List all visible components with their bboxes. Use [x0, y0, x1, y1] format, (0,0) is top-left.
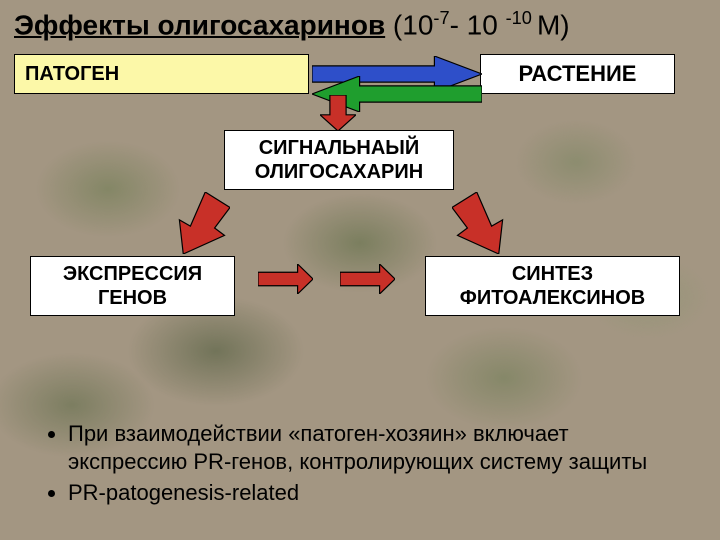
title-mid: - 10	[450, 9, 506, 40]
expr-to-synth-2-icon	[340, 264, 395, 294]
box-expr: ЭКСПРЕССИЯ ГЕНОВ	[30, 256, 235, 316]
signal-to-synth-icon	[452, 192, 507, 254]
title-exp1: -7	[433, 8, 449, 28]
box-patogen-label: ПАТОГЕН	[25, 63, 119, 86]
box-synth: СИНТЕЗ ФИТОАЛЕКСИНОВ	[425, 256, 680, 316]
bullet-1: При взаимодействии «патоген-хозяин» вклю…	[68, 420, 690, 475]
bullet-2: PR-patogenesis-related	[68, 479, 690, 507]
signal-to-expr-icon	[175, 192, 230, 254]
expr-to-synth-1-icon	[258, 264, 313, 294]
box-signal-label: СИГНАЛЬНАЫЙ ОЛИГОСАХАРИН	[225, 136, 453, 184]
title-main: Эффекты олигосахаринов	[14, 9, 385, 40]
down-to-signal-icon	[320, 95, 356, 131]
box-plant-label: РАСТЕНИЕ	[519, 61, 637, 87]
title-unit: М)	[537, 9, 570, 40]
box-expr-label: ЭКСПРЕССИЯ ГЕНОВ	[31, 262, 234, 310]
bullet-list: При взаимодействии «патоген-хозяин» вклю…	[48, 420, 690, 511]
box-synth-label: СИНТЕЗ ФИТОАЛЕКСИНОВ	[426, 262, 679, 310]
title-exp2: -10	[506, 8, 537, 28]
box-patogen: ПАТОГЕН	[14, 54, 309, 94]
box-plant: РАСТЕНИЕ	[480, 54, 675, 94]
page-title: Эффекты олигосахаринов (10-7- 10 -10 М)	[14, 8, 570, 41]
box-signal: СИГНАЛЬНАЫЙ ОЛИГОСАХАРИН	[224, 130, 454, 190]
title-suffix: (10	[385, 9, 433, 40]
